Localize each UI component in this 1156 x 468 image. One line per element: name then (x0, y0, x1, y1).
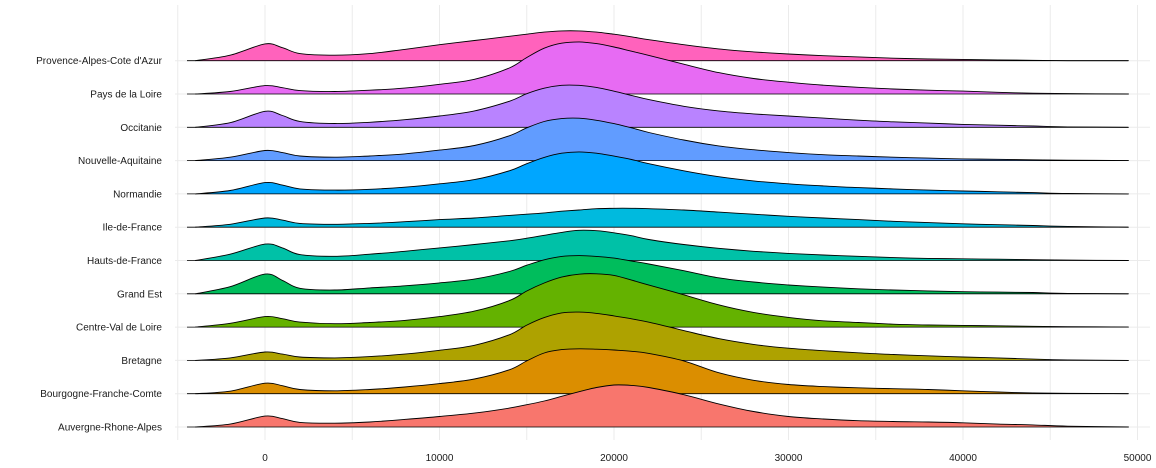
x-tick-label: 40000 (949, 453, 977, 463)
ridge-outline (195, 84, 1129, 128)
y-tick-label: Nouvelle-Aquitaine (78, 156, 162, 167)
x-tick-label: 50000 (1124, 453, 1152, 463)
y-tick-label: Provence-Alpes-Cote d'Azur (36, 56, 163, 67)
ridge-outline (195, 30, 1129, 62)
y-tick-label: Bretagne (121, 356, 162, 367)
x-tick-labels: 0 10000 20000 30000 40000 50000 (262, 453, 1152, 464)
x-tick-label: 30000 (775, 453, 803, 463)
ridge-fill (195, 384, 1129, 427)
ridge-series (187, 30, 1129, 62)
ridge-fill (195, 151, 1129, 194)
y-tick-label: Hauts-de-France (87, 256, 162, 267)
ridge-series (187, 117, 1129, 162)
ridge-fill (195, 255, 1129, 294)
y-tick-label: Normandie (113, 189, 162, 200)
ridge-series (187, 384, 1129, 428)
ridge-outline (195, 255, 1129, 295)
ridge-outline (195, 207, 1129, 228)
y-tick-label: Pays de la Loire (90, 90, 162, 101)
ridge-series (187, 207, 1129, 228)
ridge-series (187, 348, 1129, 395)
ridge-layer (187, 30, 1129, 428)
ridge-series (187, 151, 1129, 195)
y-tick-label: Bourgogne-Franche-Comte (40, 389, 162, 400)
ridge-fill (195, 84, 1129, 128)
y-tick-labels: Auvergne-Rhone-Alpes Bourgogne-Franche-Co… (36, 56, 163, 433)
x-tick-label: 0 (262, 453, 268, 463)
ridge-fill (195, 30, 1129, 61)
ridge-series (187, 41, 1129, 95)
ridge-outline (195, 348, 1129, 395)
y-tick-label: Ile-de-France (103, 223, 163, 234)
ridge-outline (195, 311, 1129, 361)
ridge-outline (195, 117, 1129, 162)
ridge-fill (195, 208, 1129, 228)
ridge-fill (195, 118, 1129, 161)
ridge-fill (195, 41, 1129, 94)
y-tick-label: Grand Est (117, 289, 162, 300)
ridge-series (187, 229, 1129, 261)
ridge-fill (195, 273, 1129, 328)
ridge-fill (195, 230, 1129, 261)
ridge-fill (195, 348, 1129, 394)
x-tick-label: 10000 (426, 453, 454, 463)
y-tick-label: Auvergne-Rhone-Alpes (58, 423, 162, 434)
ridge-outline (195, 151, 1129, 195)
y-tick-label: Centre-Val de Loire (76, 323, 162, 334)
x-tick-label: 20000 (600, 453, 628, 463)
ridge-outline (195, 273, 1129, 328)
ridge-fill (195, 312, 1129, 361)
y-tick-label: Occitanie (120, 123, 162, 134)
ridge-outline (195, 41, 1129, 95)
ridge-series (187, 84, 1129, 128)
ridge-outline (195, 384, 1129, 428)
ridge-outline (195, 229, 1129, 261)
